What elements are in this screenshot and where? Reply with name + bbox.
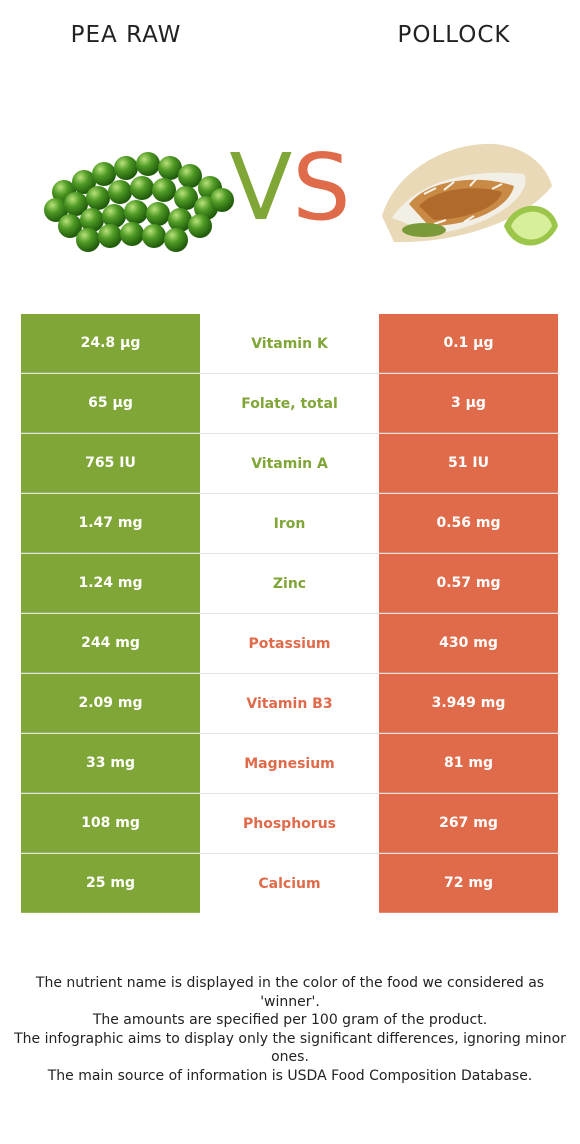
- table-row: 108 mg Phosphorus 267 mg: [21, 794, 558, 854]
- table-row: 244 mg Potassium 430 mg: [21, 614, 558, 674]
- versus-s: S: [292, 134, 351, 241]
- pea: [120, 222, 144, 246]
- pea: [136, 152, 160, 176]
- pollock-taco-image: [382, 143, 558, 246]
- table-row: 765 IU Vitamin A 51 IU: [21, 434, 558, 494]
- nutrient-name: Zinc: [200, 554, 379, 613]
- right-value: 0.57 mg: [379, 554, 558, 613]
- note-significant-differences: The infographic aims to display only the…: [14, 1030, 566, 1066]
- table-row: 33 mg Magnesium 81 mg: [21, 734, 558, 794]
- note-winner-color: The nutrient name is displayed in the co…: [35, 975, 545, 1010]
- pea: [164, 228, 188, 252]
- pea: [210, 188, 234, 212]
- pea: [114, 156, 138, 180]
- nutrient-name: Calcium: [200, 854, 379, 913]
- pea: [130, 176, 154, 200]
- nutrient-name: Vitamin K: [200, 314, 379, 373]
- pea: [174, 186, 198, 210]
- nutrient-name: Vitamin B3: [200, 674, 379, 733]
- right-value: 0.56 mg: [379, 494, 558, 553]
- table-row: 1.47 mg Iron 0.56 mg: [21, 494, 558, 554]
- left-value: 65 µg: [21, 374, 200, 433]
- table-row: 2.09 mg Vitamin B3 3.949 mg: [21, 674, 558, 734]
- pea: [168, 208, 192, 232]
- pea: [92, 162, 116, 186]
- pea: [58, 214, 82, 238]
- pea: [178, 164, 202, 188]
- right-value: 3.949 mg: [379, 674, 558, 733]
- note-data-source: The main source of information is USDA F…: [47, 1067, 533, 1084]
- table-row: 1.24 mg Zinc 0.57 mg: [21, 554, 558, 614]
- right-value: 0.1 µg: [379, 314, 558, 373]
- left-value: 244 mg: [21, 614, 200, 673]
- left-value: 33 mg: [21, 734, 200, 793]
- nutrient-name: Folate, total: [200, 374, 379, 433]
- table-row: 65 µg Folate, total 3 µg: [21, 374, 558, 434]
- pea: [124, 200, 148, 224]
- right-value: 430 mg: [379, 614, 558, 673]
- pea: [72, 170, 96, 194]
- footnotes: The nutrient name is displayed in the co…: [10, 974, 570, 1085]
- right-value: 72 mg: [379, 854, 558, 913]
- hero-images: [0, 120, 580, 270]
- left-food-title: PEA RAW: [70, 22, 182, 48]
- left-value: 108 mg: [21, 794, 200, 853]
- versus-v: V: [229, 134, 293, 241]
- pea: [142, 224, 166, 248]
- nutrient-name: Magnesium: [200, 734, 379, 793]
- pea: [146, 202, 170, 226]
- left-value: 1.24 mg: [21, 554, 200, 613]
- table-row: 24.8 µg Vitamin K 0.1 µg: [21, 314, 558, 374]
- nutrient-name: Iron: [200, 494, 379, 553]
- left-value: 765 IU: [21, 434, 200, 493]
- right-food-title: POLLOCK: [397, 22, 511, 48]
- pea: [152, 178, 176, 202]
- nutrient-name: Phosphorus: [200, 794, 379, 853]
- right-value: 267 mg: [379, 794, 558, 853]
- table-row: 25 mg Calcium 72 mg: [21, 854, 558, 913]
- versus-label: VS: [222, 138, 358, 238]
- pea: [108, 180, 132, 204]
- pea: [188, 214, 212, 238]
- left-value: 24.8 µg: [21, 314, 200, 373]
- right-value: 81 mg: [379, 734, 558, 793]
- left-value: 25 mg: [21, 854, 200, 913]
- pea: [44, 198, 68, 222]
- nutrient-name: Potassium: [200, 614, 379, 673]
- pea: [80, 208, 104, 232]
- pea: [158, 156, 182, 180]
- comparison-table: 24.8 µg Vitamin K 0.1 µg 65 µg Folate, t…: [21, 314, 558, 913]
- left-value: 2.09 mg: [21, 674, 200, 733]
- pea: [76, 228, 100, 252]
- pea: [98, 224, 122, 248]
- pea: [102, 204, 126, 228]
- green-peas-image: [44, 152, 234, 252]
- note-per-100g: The amounts are specified per 100 gram o…: [92, 1012, 488, 1028]
- right-value: 3 µg: [379, 374, 558, 433]
- right-value: 51 IU: [379, 434, 558, 493]
- pea: [86, 186, 110, 210]
- pea: [64, 192, 88, 216]
- nutrient-name: Vitamin A: [200, 434, 379, 493]
- left-value: 1.47 mg: [21, 494, 200, 553]
